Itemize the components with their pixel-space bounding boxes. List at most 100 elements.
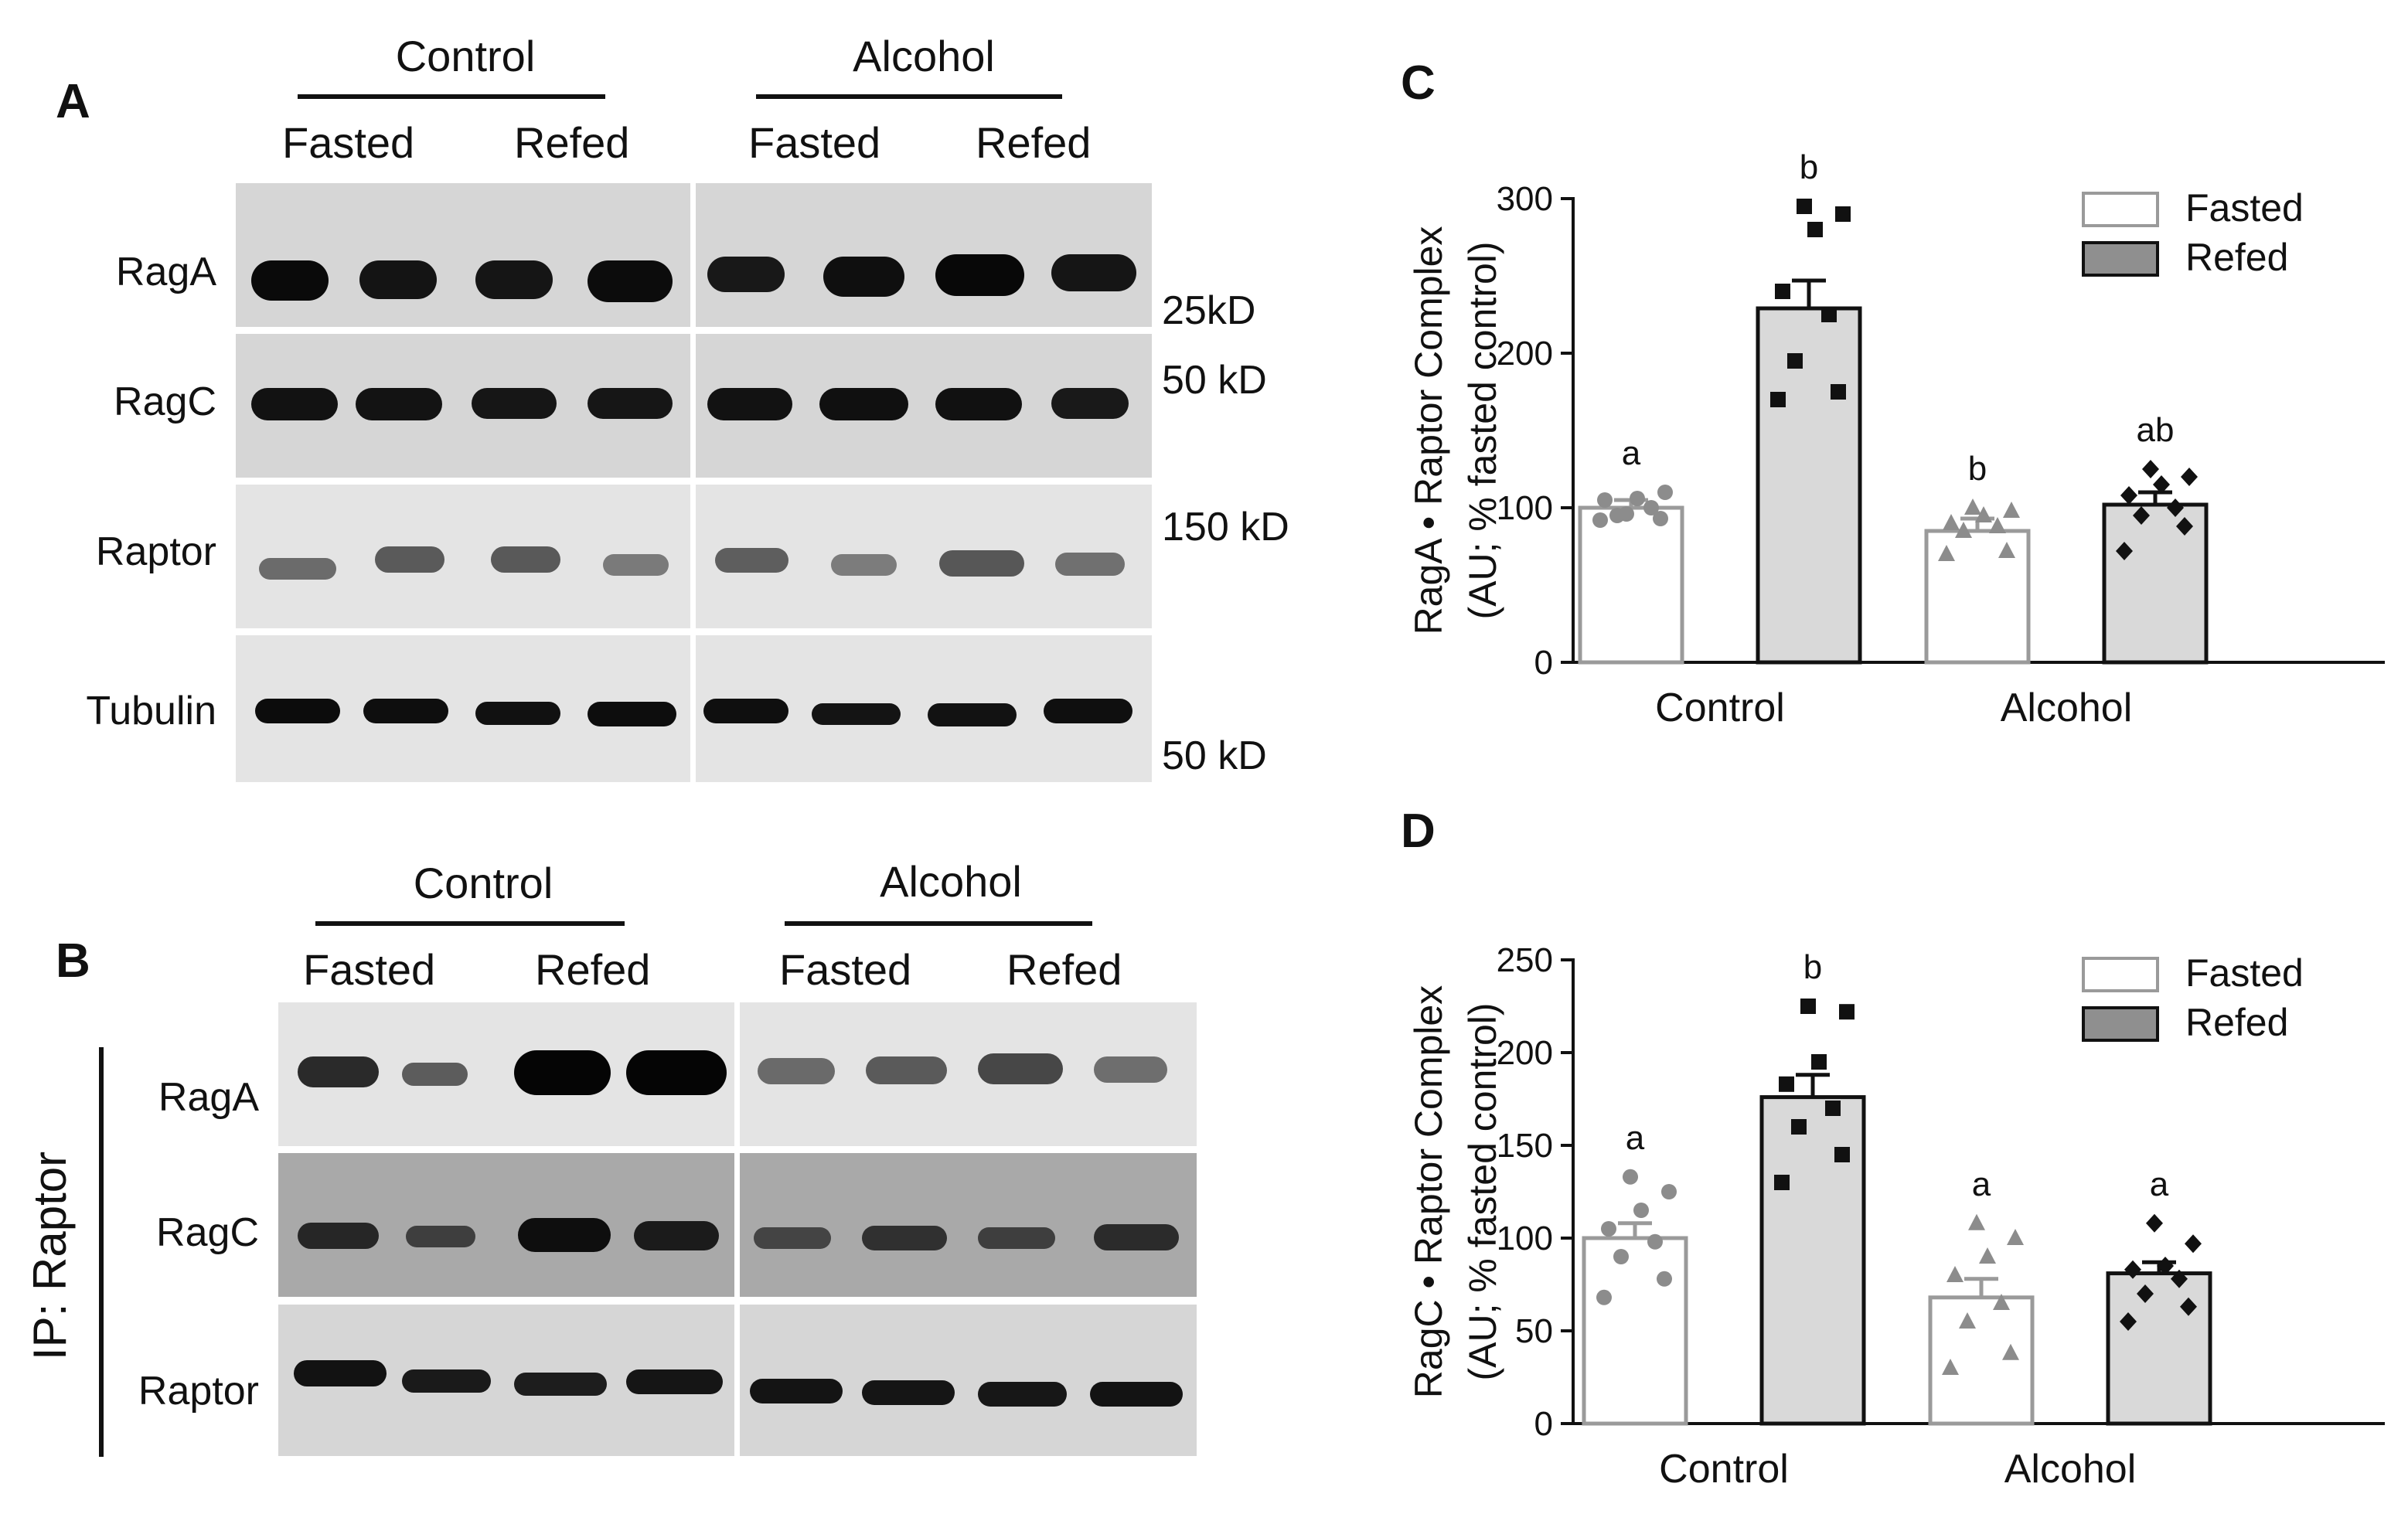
panel-a-row-raga: RagA [115,250,216,294]
legend-label-refed: Refed [2185,1001,2288,1044]
legend-label-refed: Refed [2185,236,2288,279]
y-tick-label-300: 300 [1497,180,1553,218]
data-point-refed-control-6 [1839,1004,1855,1020]
bar-fasted-alcohol [1928,1295,2035,1426]
panel-a-cond-3: Fasted [748,118,881,167]
data-point-refed-control-5 [1807,222,1823,237]
data-point-fasted-control-2 [1613,1249,1629,1264]
data-point-fasted-alcohol-7 [1964,498,1981,515]
panel-b-group-control-line [315,921,625,926]
panel-b-row-raga: RagA [158,1075,259,1120]
data-point-refed-alcohol-2 [2133,506,2150,525]
data-point-fasted-alcohol-0 [1942,1359,1959,1375]
panel-a-mw-tubulin: 50 kD [1162,733,1267,778]
panel-a-blot-tubulin [236,635,1152,782]
data-point-fasted-control-7 [1623,1169,1638,1185]
data-point-fasted-control-6 [1657,485,1673,500]
panel-a-cond-4: Refed [976,118,1092,167]
sig-letter-fasted-control: a [1626,1119,1645,1157]
panel-a-group-control-line [298,94,605,99]
legend-swatch-fasted [2082,192,2159,227]
panel-a-group-control: Control [395,32,536,80]
data-point-fasted-control-5 [1630,491,1645,506]
sig-letter-refed-alcohol: ab [2137,411,2175,449]
data-point-fasted-control-0 [1592,512,1608,528]
sig-letter-refed-control: b [1800,148,1818,186]
data-point-fasted-alcohol-2 [1959,1312,1976,1329]
y-tick-label-250: 250 [1497,941,1553,979]
bar-fasted-control [1582,1236,1688,1426]
legend-swatch-refed [2082,1006,2159,1042]
panel-b-row-raptor: Raptor [138,1369,259,1414]
y-axis-label-line2: (AU; % fasted control) [1461,241,1504,619]
sig-letter-refed-control: b [1803,948,1822,986]
data-point-refed-alcohol-3 [2167,498,2184,517]
x-category-control: Control [1659,1447,1789,1492]
panel-c-letter: C [1401,56,1436,110]
data-point-refed-alcohol-6 [2185,1234,2202,1254]
data-point-fasted-alcohol-3 [1993,1294,2010,1310]
data-point-refed-control-6 [1835,206,1851,222]
panel-a-mw-ragc: 50 kD [1162,358,1267,403]
bar-refed-control [1759,1095,1866,1426]
panel-b-group-alcohol: Alcohol [880,857,1022,906]
sig-letter-fasted-alcohol: a [1972,1165,1991,1203]
panel-a-row-ragc: RagC [114,379,216,424]
panel-a-cond-1: Fasted [282,118,415,167]
data-point-refed-alcohol-4 [2120,486,2137,505]
sig-letter-fasted-control: a [1622,434,1641,472]
data-point-refed-control-4 [1779,1076,1794,1092]
y-tick-label-100: 100 [1497,489,1553,527]
data-point-fasted-control-4 [1597,492,1613,508]
panel-a-group-alcohol-line [756,94,1062,99]
data-point-fasted-alcohol-4 [1943,514,1960,530]
data-point-fasted-control-1 [1657,1271,1672,1287]
data-point-refed-control-7 [1797,199,1812,214]
panel-b-blot-raptor [278,1305,1197,1456]
data-point-fasted-alcohol-5 [1979,1247,1996,1264]
data-point-refed-alcohol-0 [2116,542,2133,560]
data-point-fasted-control-3 [1647,1233,1663,1250]
y-tick-label-100: 100 [1497,1220,1553,1257]
panel-b-group-alcohol-line [785,921,1092,926]
x-category-alcohol: Alcohol [2004,1447,2137,1492]
data-point-fasted-alcohol-5 [1975,506,1992,522]
panel-a-group-alcohol: Alcohol [853,32,995,80]
panel-b-row-ragc: RagC [156,1210,259,1255]
panel-b-blot-ragc [278,1153,1197,1297]
data-point-fasted-control-7 [1619,506,1634,522]
data-point-fasted-alcohol-0 [1938,545,1955,561]
data-point-fasted-control-1 [1653,511,1668,526]
data-point-fasted-control-3 [1643,500,1659,515]
bar-refed-control [1756,306,1862,665]
chart-c: RagA • Raptor Complex (AU; % fasted contr… [1407,148,2385,730]
data-point-refed-control-2 [1791,1119,1807,1135]
panel-b-cond-1: Fasted [303,945,436,994]
panel-b-cond-4: Refed [1006,945,1122,994]
panel-a-mw-raptor: 150 kD [1162,505,1289,549]
panel-a-row-raptor: Raptor [95,529,216,574]
panel-b-cond-3: Fasted [779,945,912,994]
data-point-fasted-control-4 [1601,1221,1616,1237]
panel-b-letter: B [56,934,90,988]
data-point-refed-control-0 [1770,392,1786,407]
data-point-refed-alcohol-4 [2124,1260,2141,1279]
data-point-refed-alcohol-7 [2146,1213,2163,1233]
panel-a-blot-raptor [236,485,1152,628]
data-point-fasted-control-5 [1633,1203,1649,1218]
data-point-refed-alcohol-1 [2180,1297,2197,1316]
data-point-fasted-alcohol-4 [1946,1266,1964,1282]
y-tick-label-200: 200 [1497,335,1553,373]
data-point-refed-alcohol-0 [2120,1312,2137,1331]
data-point-refed-alcohol-1 [2176,517,2193,536]
y-axis-label-line1: RagC • Raptor Complex [1407,985,1450,1398]
panel-b-blot-raga [278,1002,1197,1146]
y-axis-label-line2: (AU; % fasted control) [1461,1002,1504,1380]
data-point-refed-control-7 [1800,999,1816,1014]
y-tick-label-0: 0 [1534,644,1553,682]
x-category-alcohol: Alcohol [2001,686,2133,730]
y-tick-label-200: 200 [1497,1034,1553,1072]
panel-a-blot-raga [236,183,1152,327]
data-point-fasted-alcohol-3 [1989,517,2006,533]
legend-label-fasted: Fasted [2185,186,2304,230]
